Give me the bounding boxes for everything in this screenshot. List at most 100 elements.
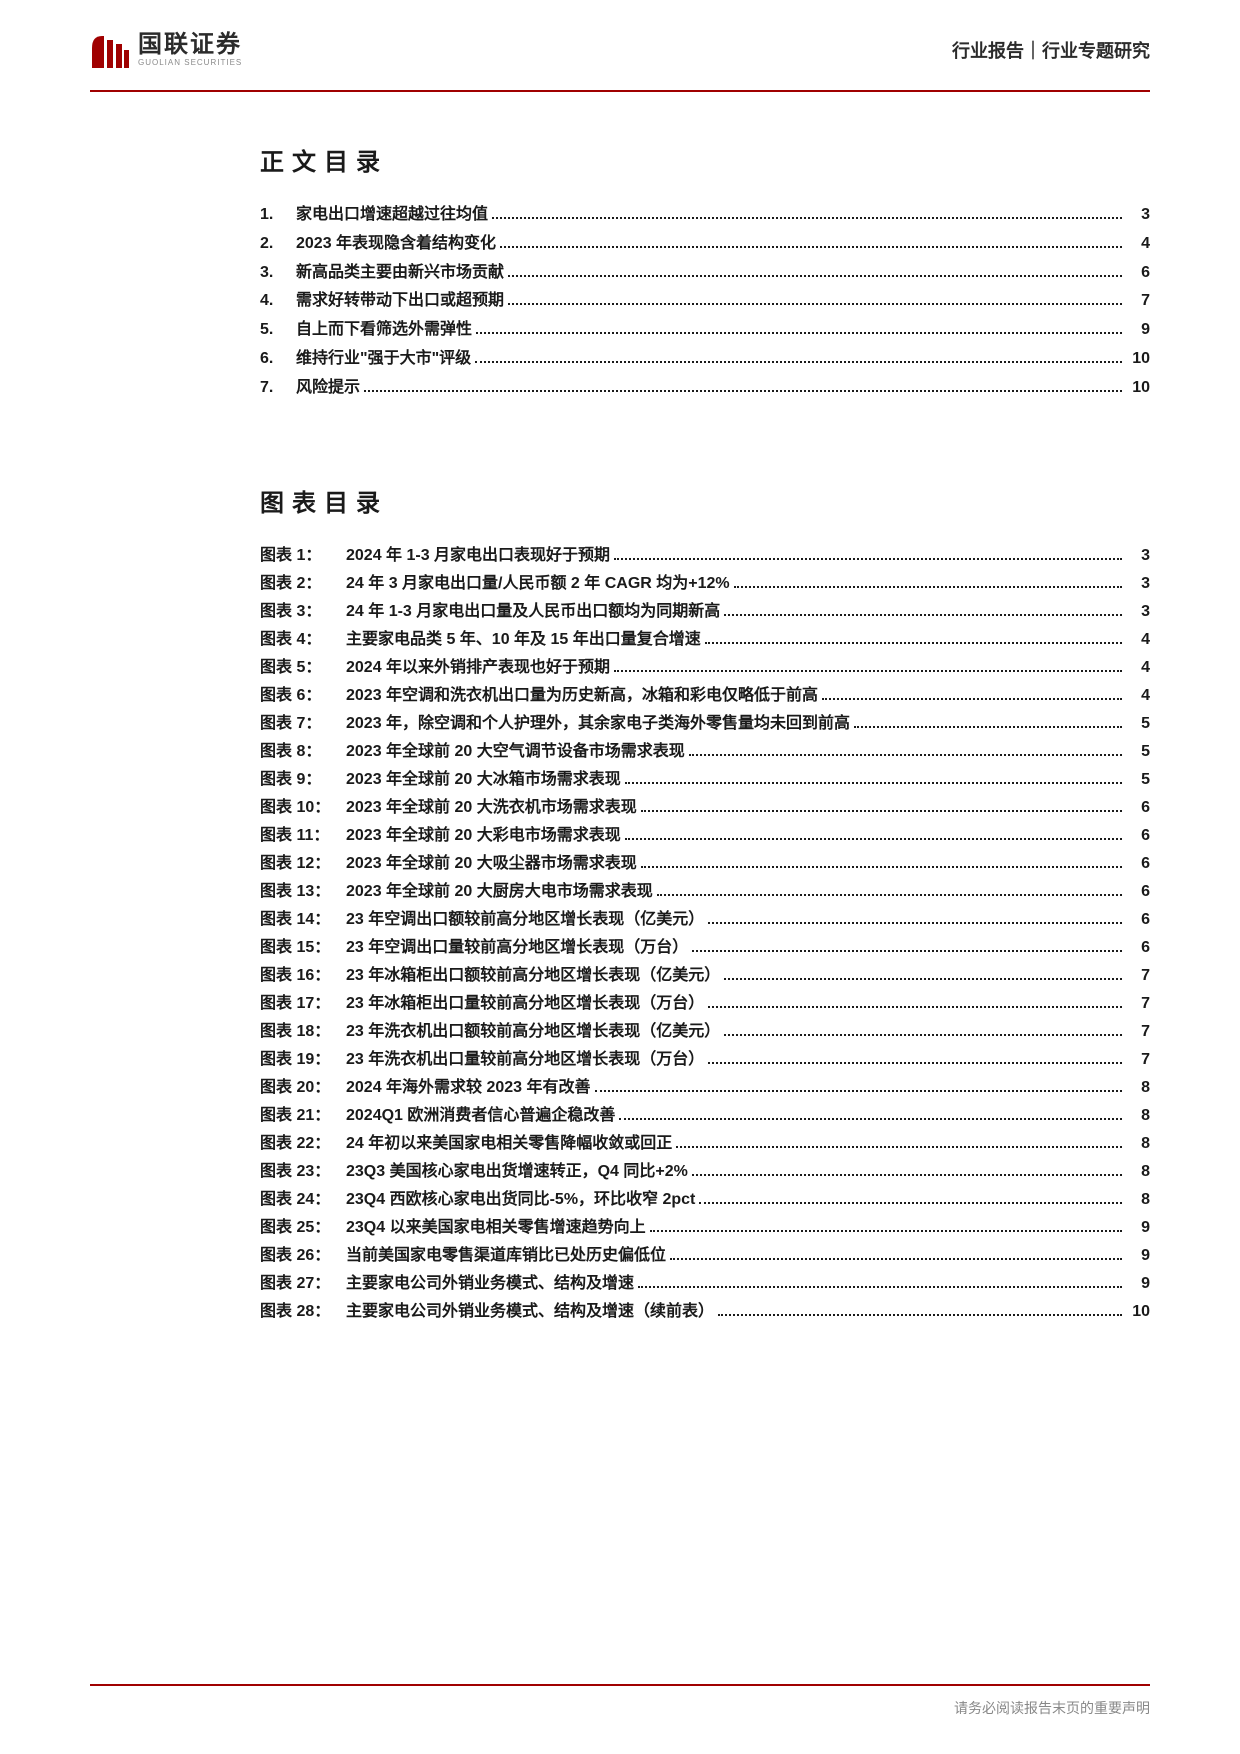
entry-number: 图表 14： bbox=[260, 906, 346, 934]
figure-entry: 图表 6：2023 年空调和洗衣机出口量为历史新高，冰箱和彩电仅略低于前高4 bbox=[260, 682, 1150, 710]
figure-entry: 图表 27：主要家电公司外销业务模式、结构及增速 9 bbox=[260, 1270, 1150, 1298]
entry-title: 2023 年空调和洗衣机出口量为历史新高，冰箱和彩电仅略低于前高 bbox=[346, 682, 818, 710]
leader-dots bbox=[854, 712, 1122, 728]
entry-title: 风险提示 bbox=[296, 374, 360, 403]
entry-number: 2. bbox=[260, 230, 296, 259]
entry-page: 4 bbox=[1126, 654, 1150, 682]
leader-dots bbox=[508, 261, 1122, 277]
entry-page: 5 bbox=[1126, 766, 1150, 794]
entry-page: 6 bbox=[1126, 906, 1150, 934]
fig-heading: 图表目录 bbox=[260, 483, 1150, 518]
entry-page: 10 bbox=[1126, 374, 1150, 403]
entry-page: 3 bbox=[1126, 542, 1150, 570]
leader-dots bbox=[708, 992, 1122, 1008]
entry-page: 3 bbox=[1126, 201, 1150, 230]
entry-number: 图表 19： bbox=[260, 1046, 346, 1074]
entry-page: 6 bbox=[1126, 259, 1150, 288]
leader-dots bbox=[595, 1076, 1122, 1092]
entry-page: 8 bbox=[1126, 1186, 1150, 1214]
leader-dots bbox=[705, 628, 1122, 644]
entry-number: 图表 17： bbox=[260, 990, 346, 1018]
entry-page: 4 bbox=[1126, 626, 1150, 654]
entry-page: 7 bbox=[1126, 962, 1150, 990]
entry-title: 23 年洗衣机出口量较前高分地区增长表现（万台） bbox=[346, 1046, 704, 1074]
entry-page: 7 bbox=[1126, 1018, 1150, 1046]
figure-entry: 图表 8：2023 年全球前 20 大空气调节设备市场需求表现5 bbox=[260, 738, 1150, 766]
toc-entry: 3.新高品类主要由新兴市场贡献6 bbox=[260, 259, 1150, 288]
leader-dots bbox=[650, 1216, 1122, 1232]
entry-title: 2024 年以来外销排产表现也好于预期 bbox=[346, 654, 610, 682]
entry-page: 5 bbox=[1126, 710, 1150, 738]
entry-title: 2024 年 1-3 月家电出口表现好于预期 bbox=[346, 542, 610, 570]
entry-number: 图表 15： bbox=[260, 934, 346, 962]
entry-title: 需求好转带动下出口或超预期 bbox=[296, 287, 504, 316]
entry-page: 7 bbox=[1126, 990, 1150, 1018]
entry-page: 9 bbox=[1126, 1214, 1150, 1242]
entry-title: 2023 年全球前 20 大冰箱市场需求表现 bbox=[346, 766, 621, 794]
entry-title: 23 年洗衣机出口额较前高分地区增长表现（亿美元） bbox=[346, 1018, 720, 1046]
figure-entry: 图表 2：24 年 3 月家电出口量/人民币额 2 年 CAGR 均为+12%3 bbox=[260, 570, 1150, 598]
leader-dots bbox=[724, 964, 1122, 980]
entry-page: 6 bbox=[1126, 794, 1150, 822]
figure-entry: 图表 3：24 年 1-3 月家电出口量及人民币出口额均为同期新高 3 bbox=[260, 598, 1150, 626]
figure-entry: 图表 26：当前美国家电零售渠道库销比已处历史偏低位9 bbox=[260, 1242, 1150, 1270]
entry-number: 图表 9： bbox=[260, 766, 346, 794]
figure-entry: 图表 20：2024 年海外需求较 2023 年有改善8 bbox=[260, 1074, 1150, 1102]
leader-dots bbox=[670, 1244, 1122, 1260]
figure-entry: 图表 18：23 年洗衣机出口额较前高分地区增长表现（亿美元）7 bbox=[260, 1018, 1150, 1046]
leader-dots bbox=[822, 684, 1122, 700]
entry-number: 3. bbox=[260, 259, 296, 288]
entry-title: 23Q4 西欧核心家电出货同比-5%，环比收窄 2pct bbox=[346, 1186, 695, 1214]
logo-en: GUOLIAN SECURITIES bbox=[138, 59, 242, 67]
entry-number: 图表 1： bbox=[260, 542, 346, 570]
entry-page: 4 bbox=[1126, 682, 1150, 710]
leader-dots bbox=[500, 232, 1122, 248]
leader-dots bbox=[614, 544, 1122, 560]
leader-dots bbox=[625, 824, 1122, 840]
leader-dots bbox=[692, 936, 1122, 952]
figure-entry: 图表 17：23 年冰箱柜出口量较前高分地区增长表现（万台） 7 bbox=[260, 990, 1150, 1018]
toc-heading: 正文目录 bbox=[260, 142, 1150, 177]
entry-number: 图表 5： bbox=[260, 654, 346, 682]
entry-title: 自上而下看筛选外需弹性 bbox=[296, 316, 472, 345]
entry-number: 图表 27： bbox=[260, 1270, 346, 1298]
toc-list: 1.家电出口增速超越过往均值32.2023 年表现隐含着结构变化43.新高品类主… bbox=[260, 201, 1150, 403]
entry-number: 4. bbox=[260, 287, 296, 316]
entry-number: 图表 7： bbox=[260, 710, 346, 738]
content-area: 正文目录 1.家电出口增速超越过往均值32.2023 年表现隐含着结构变化43.… bbox=[0, 92, 1240, 1326]
footer-notice: 请务必阅读报告末页的重要声明 bbox=[954, 1698, 1150, 1718]
entry-page: 8 bbox=[1126, 1158, 1150, 1186]
entry-page: 4 bbox=[1126, 230, 1150, 259]
leader-dots bbox=[692, 1160, 1122, 1176]
entry-number: 图表 26： bbox=[260, 1242, 346, 1270]
leader-dots bbox=[724, 1020, 1122, 1036]
entry-title: 主要家电公司外销业务模式、结构及增速（续前表） bbox=[346, 1298, 714, 1326]
entry-title: 24 年 1-3 月家电出口量及人民币出口额均为同期新高 bbox=[346, 598, 720, 626]
entry-title: 主要家电品类 5 年、10 年及 15 年出口量复合增速 bbox=[346, 626, 701, 654]
entry-page: 9 bbox=[1126, 1270, 1150, 1298]
leader-dots bbox=[641, 852, 1122, 868]
leader-dots bbox=[708, 908, 1122, 924]
logo-cn: 国联证券 bbox=[138, 33, 242, 57]
figure-entry: 图表 5：2024 年以来外销排产表现也好于预期 4 bbox=[260, 654, 1150, 682]
entry-number: 图表 3： bbox=[260, 598, 346, 626]
entry-title: 23Q3 美国核心家电出货增速转正，Q4 同比+2% bbox=[346, 1158, 688, 1186]
entry-title: 23 年冰箱柜出口量较前高分地区增长表现（万台） bbox=[346, 990, 704, 1018]
leader-dots bbox=[476, 318, 1122, 334]
figure-entry: 图表 9：2023 年全球前 20 大冰箱市场需求表现 5 bbox=[260, 766, 1150, 794]
entry-title: 2024Q1 欧洲消费者信心普遍企稳改善 bbox=[346, 1102, 615, 1130]
entry-title: 23 年空调出口量较前高分地区增长表现（万台） bbox=[346, 934, 688, 962]
entry-title: 23Q4 以来美国家电相关零售增速趋势向上 bbox=[346, 1214, 646, 1242]
entry-number: 5. bbox=[260, 316, 296, 345]
logo-block: 国联证券 GUOLIAN SECURITIES bbox=[90, 30, 242, 70]
leader-dots bbox=[475, 347, 1122, 363]
logo-text: 国联证券 GUOLIAN SECURITIES bbox=[138, 33, 242, 67]
entry-number: 6. bbox=[260, 345, 296, 374]
entry-title: 主要家电公司外销业务模式、结构及增速 bbox=[346, 1270, 634, 1298]
leader-dots bbox=[508, 289, 1122, 305]
figure-entry: 图表 14：23 年空调出口额较前高分地区增长表现（亿美元）6 bbox=[260, 906, 1150, 934]
leader-dots bbox=[614, 656, 1122, 672]
entry-page: 8 bbox=[1126, 1130, 1150, 1158]
entry-page: 3 bbox=[1126, 598, 1150, 626]
figure-entry: 图表 21：2024Q1 欧洲消费者信心普遍企稳改善8 bbox=[260, 1102, 1150, 1130]
